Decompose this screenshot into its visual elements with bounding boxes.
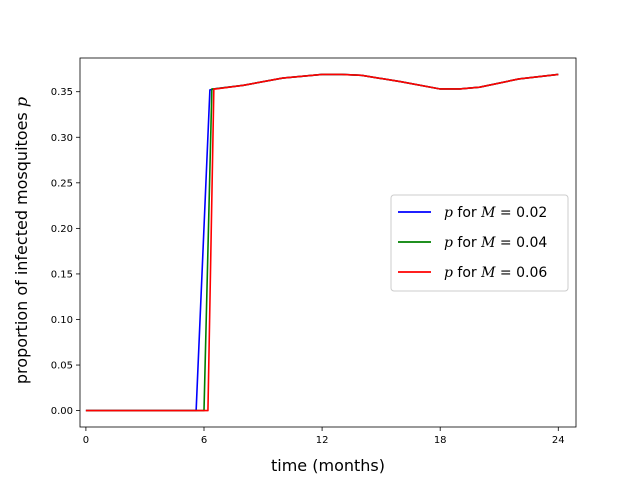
x-axis-title: time (months): [271, 456, 385, 475]
legend-label: p for M = 0.06: [444, 265, 547, 281]
legend: p for M = 0.02 p for M = 0.04 p for M = 0.…: [390, 194, 569, 292]
y-tick-label: 0.25: [51, 178, 73, 189]
x-axis: 0 6 12 18 24: [83, 427, 565, 446]
y-tick-label: 0.30: [51, 133, 73, 144]
series-line-3: [85, 73, 559, 412]
legend-label: p for M = 0.04: [444, 235, 547, 251]
y-axis-title: proportion of infected mosquitoes p: [12, 97, 31, 384]
plot-frame: [79, 57, 577, 428]
y-tick-label: 0.10: [51, 315, 73, 326]
y-tick-label: 0.05: [51, 361, 73, 372]
x-tick-label: 24: [552, 435, 565, 446]
x-tick-label: 6: [201, 435, 207, 446]
x-tick-label: 12: [316, 435, 329, 446]
x-tick-label: 18: [434, 435, 447, 446]
x-tick-label: 0: [83, 435, 89, 446]
series-layer: [85, 73, 559, 412]
legend-label: p for M = 0.02: [444, 205, 547, 221]
y-axis: 0.00 0.05 0.10 0.15 0.20 0.25 0.30 0.35: [51, 87, 80, 417]
y-tick-label: 0.00: [51, 406, 73, 417]
y-tick-label: 0.20: [51, 224, 73, 235]
y-tick-label: 0.15: [51, 269, 73, 280]
y-tick-label: 0.35: [51, 87, 73, 98]
legend-box: [390, 194, 569, 292]
